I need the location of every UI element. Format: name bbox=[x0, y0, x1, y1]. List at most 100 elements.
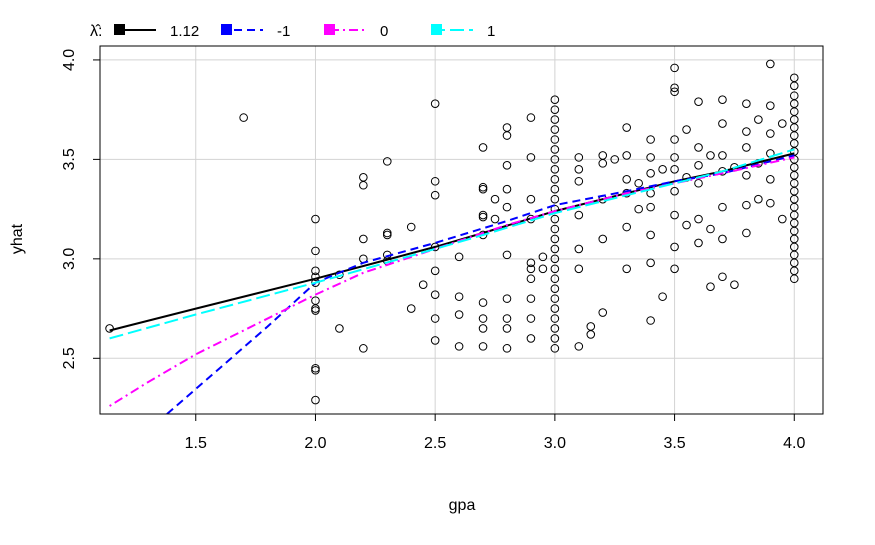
data-point bbox=[311, 306, 320, 315]
data-point bbox=[359, 180, 368, 190]
data-point bbox=[742, 200, 751, 210]
data-point bbox=[478, 342, 488, 351]
data-point bbox=[359, 234, 368, 244]
data-point bbox=[586, 330, 596, 339]
legend-symbol: λ̂: bbox=[90, 23, 102, 40]
data-point bbox=[574, 244, 584, 254]
data-point bbox=[550, 304, 560, 313]
data-point bbox=[754, 115, 763, 124]
data-point bbox=[789, 81, 799, 91]
data-point bbox=[598, 151, 608, 160]
data-point bbox=[658, 292, 667, 301]
data-point bbox=[646, 153, 655, 162]
data-point bbox=[526, 334, 536, 343]
legend-label-1: -1 bbox=[277, 23, 290, 40]
data-point bbox=[694, 238, 703, 248]
data-point bbox=[526, 264, 536, 274]
data-point bbox=[778, 214, 787, 224]
data-point bbox=[502, 202, 512, 212]
data-point bbox=[502, 294, 512, 303]
data-point bbox=[311, 246, 320, 256]
legend-swatch-0 bbox=[114, 24, 125, 35]
data-point bbox=[694, 178, 703, 188]
y-tick-label-2: 3.5 bbox=[61, 148, 78, 170]
data-point bbox=[550, 224, 560, 234]
data-point bbox=[550, 334, 560, 343]
data-point bbox=[694, 97, 703, 106]
x-axis: 1.5 2.0 2.5 3.0 3.5 4.0 bbox=[185, 414, 805, 452]
data-point bbox=[502, 250, 512, 260]
data-point bbox=[550, 274, 560, 284]
data-point bbox=[502, 344, 512, 353]
data-point bbox=[586, 322, 596, 331]
data-point bbox=[646, 135, 655, 144]
data-point bbox=[105, 324, 114, 333]
data-point bbox=[670, 63, 679, 73]
data-point bbox=[550, 194, 560, 204]
data-point bbox=[574, 176, 584, 186]
data-point bbox=[550, 165, 560, 174]
data-point bbox=[430, 266, 440, 276]
data-point bbox=[478, 314, 488, 323]
data-point bbox=[502, 314, 512, 323]
data-point bbox=[550, 324, 560, 333]
legend: λ̂: 1.12 -1 0 1 bbox=[90, 23, 495, 40]
y-tick-label-3: 4.0 bbox=[61, 49, 78, 71]
data-point bbox=[478, 184, 488, 194]
data-point bbox=[406, 304, 416, 313]
data-point bbox=[706, 282, 715, 291]
data-point bbox=[622, 222, 631, 232]
data-point bbox=[550, 244, 560, 254]
data-point bbox=[382, 157, 392, 166]
x-tick-label-2: 2.5 bbox=[424, 435, 446, 452]
data-point bbox=[766, 101, 775, 110]
data-point bbox=[742, 170, 751, 180]
data-point bbox=[706, 151, 715, 160]
data-point bbox=[694, 161, 703, 170]
data-point bbox=[658, 165, 667, 174]
data-point bbox=[598, 308, 608, 317]
data-point bbox=[454, 342, 464, 351]
x-tick-label-0: 1.5 bbox=[185, 435, 207, 452]
data-point bbox=[706, 224, 715, 234]
data-point bbox=[574, 342, 584, 351]
data-point bbox=[311, 266, 320, 276]
data-point bbox=[550, 155, 560, 164]
series-line-2 bbox=[109, 156, 795, 407]
data-point bbox=[550, 145, 560, 154]
data-point bbox=[526, 314, 536, 323]
data-point bbox=[670, 135, 679, 144]
data-point bbox=[335, 324, 344, 333]
data-point bbox=[490, 214, 500, 224]
data-point bbox=[430, 290, 440, 299]
legend-entry-0: 1.12 bbox=[114, 23, 199, 40]
y-axis: 2.5 3.0 3.5 4.0 bbox=[61, 49, 100, 369]
data-point bbox=[478, 298, 488, 307]
data-point bbox=[789, 274, 799, 284]
data-point bbox=[478, 212, 488, 222]
data-point bbox=[490, 194, 500, 204]
data-point bbox=[454, 292, 464, 301]
data-point bbox=[718, 119, 727, 128]
data-point bbox=[718, 234, 727, 244]
plot-area bbox=[99, 45, 824, 415]
data-point bbox=[646, 230, 655, 240]
data-point bbox=[526, 113, 536, 122]
data-point bbox=[311, 395, 320, 405]
data-point bbox=[742, 99, 751, 108]
y-tick-label-0: 2.5 bbox=[61, 347, 78, 369]
legend-entry-1: -1 bbox=[221, 23, 290, 40]
data-point bbox=[550, 115, 560, 124]
data-point bbox=[634, 204, 643, 214]
data-point bbox=[718, 202, 727, 212]
data-point bbox=[430, 99, 440, 108]
data-point bbox=[670, 264, 679, 274]
data-point bbox=[550, 264, 560, 274]
data-point bbox=[574, 264, 584, 274]
data-point bbox=[550, 214, 560, 224]
data-point bbox=[550, 135, 560, 144]
data-point bbox=[311, 214, 320, 224]
data-point bbox=[430, 176, 440, 186]
data-point bbox=[359, 172, 368, 182]
